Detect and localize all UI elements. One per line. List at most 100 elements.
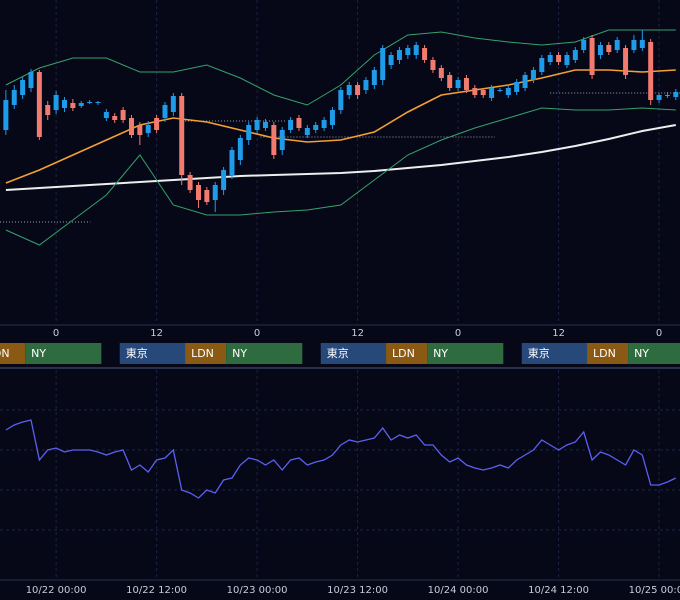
candle-body — [53, 95, 59, 110]
oscillator-line — [5, 419, 677, 499]
session-box — [386, 343, 428, 364]
candle-body — [103, 112, 109, 118]
x-tick-label: 10/24 00:00 — [428, 585, 489, 596]
candle-body — [20, 80, 26, 95]
candle-body — [288, 120, 294, 130]
candle-body — [380, 48, 386, 80]
candle-body — [95, 102, 101, 103]
candle-body — [489, 88, 495, 98]
candle-body — [321, 120, 327, 128]
candle-body — [447, 75, 453, 88]
candle-body — [112, 116, 118, 120]
candle-body — [87, 102, 93, 103]
session-box — [25, 343, 102, 364]
candle-body — [656, 95, 662, 100]
oscillator-grid — [0, 409, 680, 531]
candle-body — [422, 48, 428, 60]
candle-body — [229, 150, 235, 175]
candle-body — [480, 90, 486, 95]
session-label: 東京 — [528, 346, 550, 360]
candle-body — [204, 190, 210, 202]
candle-body — [581, 40, 587, 50]
session-box — [185, 343, 227, 364]
candle-body — [145, 125, 151, 133]
candle-body — [36, 72, 42, 137]
candle-body — [597, 45, 603, 55]
indicator-line — [5, 124, 676, 191]
candle-body — [296, 118, 302, 128]
candle-body — [61, 100, 67, 108]
candle-body — [355, 85, 361, 95]
candle-body — [237, 138, 243, 160]
candle-body — [162, 105, 168, 118]
session-label: NY — [31, 347, 46, 360]
x-tick-label: 10/23 00:00 — [227, 585, 288, 596]
candle-body — [346, 85, 352, 95]
candle-body — [547, 55, 553, 62]
candle-body — [639, 40, 645, 48]
candle-body — [11, 90, 17, 105]
candle-body — [271, 125, 277, 155]
candle-body — [154, 118, 160, 130]
candle-body — [179, 96, 185, 175]
session-box — [320, 343, 387, 364]
candle-body — [221, 170, 227, 190]
candle-body — [78, 103, 84, 106]
candle-body — [388, 55, 394, 65]
x-tick-label: 0 — [656, 328, 662, 339]
candle-body — [430, 60, 436, 70]
candle-body — [514, 82, 520, 92]
candle-body — [589, 38, 595, 75]
candle-body — [28, 72, 34, 88]
candle-body — [170, 96, 176, 112]
candle-body — [614, 40, 620, 50]
candle-body — [329, 110, 335, 125]
candle-body — [438, 68, 444, 78]
candle-body — [70, 103, 76, 108]
candle-body — [187, 175, 193, 190]
candle-body — [539, 58, 545, 72]
candle-body — [455, 80, 461, 88]
candle-body — [472, 88, 478, 95]
x-tick-label: 10/22 00:00 — [26, 585, 87, 596]
session-box — [628, 343, 680, 364]
x-tick-label: 12 — [552, 328, 565, 339]
candle-body — [128, 118, 134, 135]
candle-body — [530, 70, 536, 80]
candle-body — [396, 50, 402, 60]
session-label: 東京 — [126, 346, 148, 360]
candle-body — [3, 100, 9, 130]
session-label: LDN — [0, 347, 10, 360]
indicator-line — [5, 69, 676, 184]
candle-body — [246, 125, 252, 140]
candle-body — [262, 122, 268, 128]
candle-body — [212, 185, 218, 200]
candle-body — [254, 120, 260, 130]
candle-body — [279, 130, 285, 150]
candle-body — [120, 110, 126, 120]
x-tick-label: 10/24 12:00 — [528, 585, 589, 596]
session-label: 東京 — [327, 346, 349, 360]
indicator-line — [5, 107, 676, 246]
x-tick-label: 10/22 12:00 — [126, 585, 187, 596]
x-tick-label: 0 — [455, 328, 461, 339]
candle-body — [497, 90, 503, 91]
session-label: LDN — [593, 347, 616, 360]
session-label: LDN — [392, 347, 415, 360]
candle-body — [338, 90, 344, 110]
candle-body — [195, 185, 201, 200]
session-box — [0, 343, 26, 364]
x-tick-label: 12 — [150, 328, 163, 339]
candle-body — [137, 125, 143, 135]
candle-body — [631, 40, 637, 50]
x-tick-label: 0 — [254, 328, 260, 339]
candle-body — [673, 92, 679, 97]
session-label: NY — [433, 347, 448, 360]
candle-body — [313, 125, 319, 130]
candle-body — [556, 55, 562, 62]
x-tick-label: 10/23 12:00 — [327, 585, 388, 596]
session-label: NY — [634, 347, 649, 360]
candle-body — [522, 75, 528, 88]
session-box — [587, 343, 629, 364]
